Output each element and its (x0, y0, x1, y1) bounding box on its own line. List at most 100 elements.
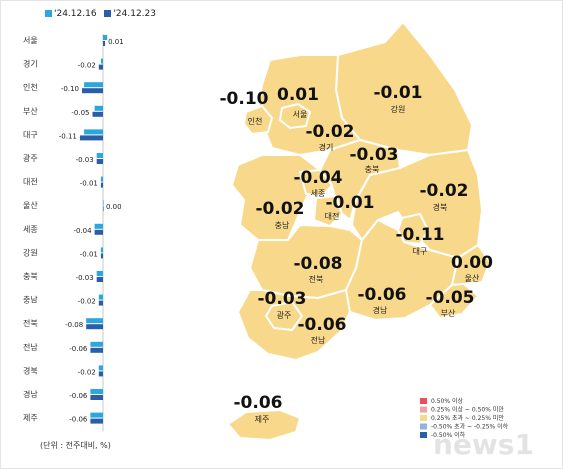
bar-value-label: -0.11 (59, 132, 77, 140)
map-legend-label: 0.50% 이상 (431, 397, 463, 405)
unit-note: (단위 : 전주대비, %) (40, 441, 111, 450)
region-gwangju (265, 301, 303, 331)
bar-1 (90, 389, 103, 394)
bar-1 (100, 176, 103, 182)
map-legend-label: 0.25% 이상 ~ 0.50% 미만 (431, 406, 504, 414)
bar-value-label: -0.05 (71, 109, 89, 117)
bar-value-label: -0.06 (69, 345, 88, 353)
category-label: 세종 (23, 225, 38, 234)
bar-1 (96, 271, 103, 276)
bar-value-label: -0.03 (76, 156, 94, 164)
legend-item-series-1: '24.12.16 (45, 9, 97, 19)
bar-1 (98, 365, 103, 371)
svg-text:news1: news1 (433, 428, 534, 461)
map-value-label: -0.01 (374, 83, 423, 103)
map-region-name: 대전 (325, 211, 340, 221)
map-region-name: 서울 (293, 110, 308, 119)
map-region-name: 전남 (311, 335, 326, 345)
map-value-label: -0.08 (294, 254, 343, 274)
category-label: 경북 (23, 365, 38, 375)
bar-value-label: 0.01 (108, 38, 124, 46)
region-jeju (227, 409, 301, 441)
region-chungnam (231, 154, 321, 241)
map-value-label: -0.03 (258, 289, 307, 309)
legend-swatch-series-2 (104, 10, 112, 17)
map-region-name: 울산 (465, 273, 480, 283)
region-sejong (299, 169, 333, 197)
map-value-label: 0.00 (451, 253, 493, 273)
bar-1 (84, 129, 103, 135)
map-legend-swatch (420, 406, 427, 413)
bar-value-label: -0.08 (65, 321, 83, 329)
region-seoul (279, 103, 311, 129)
bar-2 (103, 41, 106, 46)
map-value-label: -0.06 (358, 285, 407, 305)
bar-2 (96, 277, 103, 282)
bar-1 (90, 341, 103, 347)
map-value-label: -0.10 (220, 89, 269, 109)
map-region-name: 전북 (309, 274, 324, 284)
bar-value-label: -0.01 (80, 180, 98, 188)
category-label: 전북 (23, 318, 38, 328)
map-legend-swatch (420, 423, 427, 430)
map-region-name: 경기 (319, 142, 334, 152)
bar-1 (94, 223, 103, 229)
map-value-label: -0.02 (256, 199, 305, 219)
map-region-name: 충북 (365, 165, 380, 174)
bar-1 (100, 247, 103, 253)
bar-2 (90, 347, 103, 353)
map-value-label: -0.04 (294, 168, 343, 188)
legend-swatch-series-1 (45, 10, 52, 17)
category-label: 대전 (23, 177, 38, 187)
bar-value-label: -0.06 (69, 416, 88, 424)
bar-1 (103, 35, 108, 40)
bar-2 (94, 229, 103, 235)
map-value-label: -0.06 (234, 393, 283, 413)
map-value-label: -0.02 (420, 181, 469, 201)
bar-value-label: -0.10 (61, 85, 79, 93)
bar-1 (100, 58, 103, 64)
map-value-label: -0.03 (350, 145, 399, 165)
category-label: 제주 (23, 414, 38, 423)
category-label: 대구 (23, 130, 38, 139)
bar-2 (90, 418, 103, 424)
region-busan (429, 283, 479, 319)
bar-1 (90, 412, 103, 418)
legend-item-series-2: '24.12.23 (104, 9, 156, 19)
category-label: 충북 (23, 272, 38, 281)
map-legend-label: -0.50% 초과 ~ -0.25% 이하 (431, 423, 509, 431)
bar-value-label: -0.04 (73, 227, 92, 235)
category-label: 경기 (23, 59, 38, 69)
bar-2 (98, 300, 103, 306)
map-region-name: 대구 (413, 247, 428, 256)
map-value-label: -0.02 (306, 122, 355, 142)
region-incheon (243, 105, 273, 135)
category-label: 서울 (23, 36, 38, 45)
bar-2 (98, 64, 103, 70)
bar-2 (100, 182, 103, 188)
map-legend-label: -0.50% 이하 (431, 431, 466, 439)
map-region-name: 광주 (277, 310, 292, 320)
category-label: 충남 (23, 296, 38, 305)
bar-value-label: -0.03 (76, 274, 94, 282)
map-region-name: 세종 (311, 189, 326, 198)
map-value-label: -0.11 (396, 225, 445, 245)
bar-1 (94, 105, 103, 111)
map-value-label: -0.01 (326, 193, 375, 213)
bar-2 (79, 135, 103, 141)
bar-value-label: 0.00 (106, 203, 122, 211)
map-region-name: 부산 (441, 308, 456, 318)
bar-value-label: -0.06 (69, 392, 88, 400)
map-region-name: 인천 (248, 116, 263, 126)
category-label: 강원 (23, 247, 38, 257)
category-label: 전남 (23, 342, 38, 352)
map-region-name: 강원 (391, 104, 406, 114)
legend-label-series-1: '24.12.16 (54, 9, 97, 19)
map-region-name: 경남 (373, 305, 388, 315)
category-label: 인천 (23, 82, 38, 92)
region-daejeon (313, 195, 343, 227)
